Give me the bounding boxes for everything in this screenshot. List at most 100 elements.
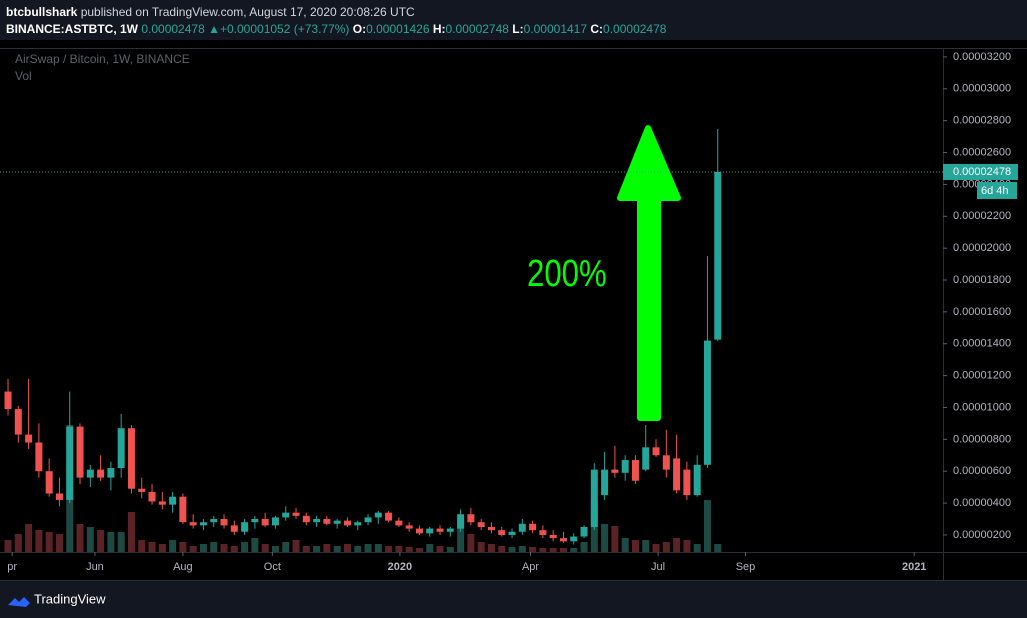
y-tick-label: 0.00001600: [953, 306, 1011, 318]
change: +0.00001052 (+73.77%): [219, 22, 350, 36]
candle-body: [415, 528, 423, 534]
candle-body: [148, 491, 156, 502]
candle-body: [271, 517, 279, 526]
volume-bar: [97, 530, 105, 552]
candle-body: [631, 460, 639, 481]
x-tick-label: Sep: [736, 561, 756, 573]
volume-bar: [127, 512, 135, 552]
candle-body: [673, 458, 681, 491]
volume-bar: [86, 527, 94, 552]
l: 0.00001417: [523, 22, 588, 36]
candle-body: [652, 447, 660, 456]
y-tick-label: 0.00002800: [953, 115, 1011, 127]
y-tick-label: 0.00002600: [953, 146, 1011, 158]
published: published on TradingView.com, August 17,…: [80, 5, 415, 19]
last-price-label: 0.00002478: [953, 166, 1011, 178]
y-tick-label: 0.00000800: [953, 433, 1011, 445]
volume-bar: [261, 544, 269, 552]
candle-body: [323, 519, 331, 524]
candle-body: [220, 519, 228, 526]
volume-bar: [415, 548, 423, 552]
volume-bar: [611, 526, 619, 552]
candle-body: [14, 409, 22, 435]
candle-body: [179, 496, 187, 523]
candle-body: [158, 501, 166, 505]
volume-bar: [529, 547, 537, 552]
plot: [4, 128, 722, 545]
candle-body: [189, 522, 197, 526]
volume-bar: [446, 547, 454, 552]
candle-body: [642, 447, 650, 470]
candle-body: [580, 526, 588, 537]
c: 0.00002478: [603, 22, 667, 36]
candle-body: [25, 434, 33, 443]
volume-bar: [436, 546, 444, 552]
volume-bar: [313, 546, 321, 552]
volume-bar: [703, 500, 711, 552]
volume-bar: [292, 540, 300, 552]
candle-body: [4, 391, 12, 410]
header-line: btcbullshark published on TradingView.co…: [6, 5, 415, 19]
volume-bar: [251, 538, 259, 552]
x-tick-label: pr: [7, 561, 17, 573]
candle-body: [559, 538, 567, 542]
candle-body: [169, 496, 177, 505]
candle-body: [364, 517, 372, 523]
volume-bar: [107, 532, 115, 552]
volume-bar: [4, 540, 12, 552]
candle-body: [703, 340, 711, 465]
countdown-box: [977, 181, 1017, 199]
candle-body: [477, 522, 485, 527]
symbol: BINANCE:ASTBTC, 1W: [6, 22, 138, 36]
candle-body: [210, 519, 218, 523]
volume-bar: [45, 532, 53, 552]
candle-body: [498, 530, 506, 535]
x-tick-label: 2021: [902, 561, 926, 573]
candle-body: [395, 520, 403, 526]
volume-bar: [395, 546, 403, 552]
y-tick-label: 0.00002200: [953, 210, 1011, 222]
chart: AirSwap / Bitcoin, 1W, BINANCE Vol 200% …: [0, 40, 1027, 618]
volume-bar: [354, 546, 362, 552]
volume-bar: [199, 544, 207, 552]
candle-body: [611, 469, 619, 473]
candle-body: [487, 526, 495, 531]
x-tick-label: Aug: [173, 561, 193, 573]
volume-bar: [179, 542, 187, 552]
candle-body: [446, 528, 454, 532]
h-label: H:: [432, 22, 446, 36]
candle-body: [117, 428, 125, 469]
volume-bar: [25, 524, 33, 552]
volume-bar: [323, 544, 331, 552]
y-tick-label: 0.00000400: [953, 497, 1011, 509]
volume-bar: [333, 546, 341, 552]
last-price-box: [943, 163, 1018, 180]
volume-bar: [302, 546, 310, 552]
volume-bar: [405, 547, 413, 552]
candle-body: [590, 469, 598, 527]
volume-bar: [148, 542, 156, 552]
volume-bar: [220, 544, 228, 552]
volume-bar: [477, 542, 485, 552]
candle-body: [549, 534, 557, 539]
candle-body: [405, 525, 413, 529]
volume-bar: [374, 544, 382, 552]
volume-bar: [518, 546, 526, 552]
candle-body: [313, 519, 321, 523]
candle-body: [230, 525, 238, 532]
candle-body: [199, 522, 207, 526]
header: btcbullshark published on TradingView.co…: [0, 0, 1027, 40]
y-tick-label: 0.00003200: [953, 51, 1011, 63]
annotation: 200%: [527, 253, 607, 295]
candle-body: [436, 528, 444, 532]
candle-body: [138, 488, 146, 492]
volume-bar: [601, 524, 609, 552]
volume-bar: [580, 542, 588, 552]
candle-body: [354, 522, 362, 526]
candle-body: [35, 442, 43, 472]
volume-bar: [498, 546, 506, 552]
volume-bar: [621, 538, 629, 552]
volume-bar: [55, 534, 63, 552]
x-tick-label: Apr: [522, 561, 539, 573]
candle-body: [683, 469, 691, 496]
